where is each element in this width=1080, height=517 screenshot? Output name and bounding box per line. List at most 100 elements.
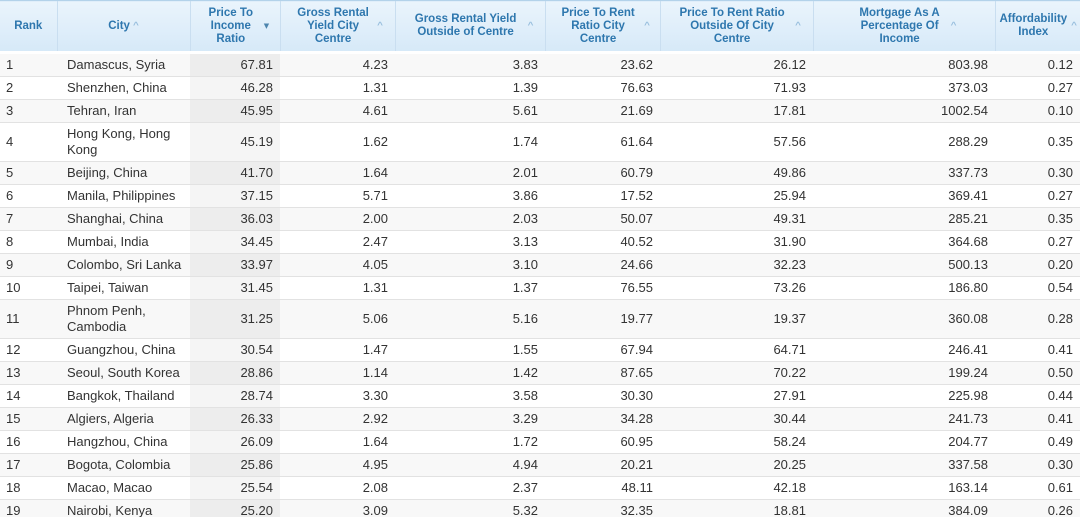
col-label-gross-rental-yield-outside-of-centre: Gross Rental Yield Outside of Centre: [414, 13, 517, 38]
sort-asc-icon: ^: [950, 20, 957, 31]
table-row: 9 Colombo, Sri Lanka 33.97 4.05 3.10 24.…: [0, 253, 1080, 277]
cell-price-to-income-ratio: 28.74: [190, 384, 280, 408]
col-header-price-to-rent-ratio-city-centre[interactable]: Price To Rent Ratio City Centre ^: [544, 0, 660, 54]
cell-mortgage-as-a-percentage-of-income: 199.24: [813, 361, 995, 385]
cell-affordability-index: 0.41: [995, 407, 1080, 431]
cell-price-to-rent-ratio-outside-of-city-centre: 19.37: [660, 299, 813, 339]
cell-gross-rental-yield-outside-of-centre: 5.16: [395, 299, 545, 339]
cell-mortgage-as-a-percentage-of-income: 241.73: [813, 407, 995, 431]
cell-mortgage-as-a-percentage-of-income: 373.03: [813, 76, 995, 100]
cell-rank: 2: [0, 76, 57, 100]
cell-rank: 8: [0, 230, 57, 254]
cell-price-to-rent-ratio-outside-of-city-centre: 32.23: [660, 253, 813, 277]
cell-price-to-income-ratio: 31.25: [190, 299, 280, 339]
cell-gross-rental-yield-outside-of-centre: 3.13: [395, 230, 545, 254]
cell-rank: 16: [0, 430, 57, 454]
cell-city: Hong Kong, Hong Kong: [57, 122, 190, 162]
cell-gross-rental-yield-outside-of-centre: 3.10: [395, 253, 545, 277]
cell-affordability-index: 0.27: [995, 230, 1080, 254]
cell-price-to-income-ratio: 28.86: [190, 361, 280, 385]
cell-affordability-index: 0.12: [995, 52, 1080, 77]
col-header-affordability-index[interactable]: Affordability Index ^: [994, 0, 1080, 54]
cell-price-to-rent-ratio-city-centre: 17.52: [545, 184, 660, 208]
cell-mortgage-as-a-percentage-of-income: 337.73: [813, 161, 995, 185]
col-label-gross-rental-yield-city-centre: Gross Rental Yield City Centre: [297, 6, 369, 45]
cell-price-to-rent-ratio-city-centre: 76.63: [545, 76, 660, 100]
cell-gross-rental-yield-outside-of-centre: 2.01: [395, 161, 545, 185]
col-header-rank[interactable]: Rank: [0, 0, 57, 54]
cell-rank: 11: [0, 299, 57, 339]
cell-gross-rental-yield-city-centre: 5.06: [280, 299, 395, 339]
sort-desc-icon: ▼: [263, 21, 270, 30]
cell-gross-rental-yield-outside-of-centre: 1.37: [395, 276, 545, 300]
cell-mortgage-as-a-percentage-of-income: 360.08: [813, 299, 995, 339]
cell-gross-rental-yield-city-centre: 1.64: [280, 161, 395, 185]
header-row: Rank City ^ Price To Income Ratio ▼ Gross …: [0, 0, 1080, 54]
sort-asc-icon: ^: [644, 20, 650, 31]
cell-gross-rental-yield-outside-of-centre: 4.94: [395, 453, 545, 477]
sort-asc-icon: ^: [527, 20, 534, 31]
cell-price-to-income-ratio: 25.20: [190, 499, 280, 517]
cell-price-to-rent-ratio-outside-of-city-centre: 42.18: [660, 476, 813, 500]
cell-price-to-income-ratio: 31.45: [190, 276, 280, 300]
cell-price-to-income-ratio: 34.45: [190, 230, 280, 254]
cell-gross-rental-yield-outside-of-centre: 1.74: [395, 122, 545, 162]
table-row: 15 Algiers, Algeria 26.33 2.92 3.29 34.2…: [0, 407, 1080, 431]
cell-gross-rental-yield-city-centre: 4.61: [280, 99, 395, 123]
cell-rank: 15: [0, 407, 57, 431]
cell-price-to-income-ratio: 67.81: [190, 52, 280, 77]
cell-rank: 14: [0, 384, 57, 408]
cell-price-to-rent-ratio-city-centre: 21.69: [545, 99, 660, 123]
table-row: 11 Phnom Penh, Cambodia 31.25 5.06 5.16 …: [0, 299, 1080, 339]
cell-gross-rental-yield-outside-of-centre: 1.55: [395, 338, 545, 362]
cell-price-to-rent-ratio-outside-of-city-centre: 49.31: [660, 207, 813, 231]
table-row: 5 Beijing, China 41.70 1.64 2.01 60.79 4…: [0, 161, 1080, 185]
cell-price-to-rent-ratio-outside-of-city-centre: 70.22: [660, 361, 813, 385]
sort-asc-icon: ^: [1071, 20, 1077, 31]
col-header-gross-rental-yield-city-centre[interactable]: Gross Rental Yield City Centre ^: [279, 0, 395, 54]
sort-asc-icon: ^: [377, 20, 383, 31]
cell-price-to-rent-ratio-outside-of-city-centre: 20.25: [660, 453, 813, 477]
cell-price-to-rent-ratio-city-centre: 32.35: [545, 499, 660, 517]
cell-affordability-index: 0.20: [995, 253, 1080, 277]
cell-city: Taipei, Taiwan: [57, 276, 190, 300]
cell-mortgage-as-a-percentage-of-income: 225.98: [813, 384, 995, 408]
sort-asc-icon: ^: [795, 20, 801, 31]
cell-mortgage-as-a-percentage-of-income: 500.13: [813, 253, 995, 277]
table-row: 7 Shanghai, China 36.03 2.00 2.03 50.07 …: [0, 207, 1080, 231]
col-label-rank: Rank: [14, 19, 43, 32]
cell-city: Nairobi, Kenya: [57, 499, 190, 517]
cell-price-to-income-ratio: 45.19: [190, 122, 280, 162]
cell-city: Hangzhou, China: [57, 430, 190, 454]
cell-mortgage-as-a-percentage-of-income: 186.80: [813, 276, 995, 300]
table-row: 2 Shenzhen, China 46.28 1.31 1.39 76.63 …: [0, 76, 1080, 100]
cell-affordability-index: 0.26: [995, 499, 1080, 517]
col-header-city[interactable]: City ^: [56, 0, 190, 54]
cell-gross-rental-yield-city-centre: 2.47: [280, 230, 395, 254]
cell-price-to-rent-ratio-outside-of-city-centre: 64.71: [660, 338, 813, 362]
cell-city: Macao, Macao: [57, 476, 190, 500]
cell-price-to-rent-ratio-city-centre: 19.77: [545, 299, 660, 339]
cell-gross-rental-yield-outside-of-centre: 5.32: [395, 499, 545, 517]
cell-gross-rental-yield-outside-of-centre: 3.58: [395, 384, 545, 408]
cell-rank: 13: [0, 361, 57, 385]
col-header-price-to-income-ratio[interactable]: Price To Income Ratio ▼: [189, 0, 280, 54]
cell-affordability-index: 0.49: [995, 430, 1080, 454]
cell-price-to-income-ratio: 30.54: [190, 338, 280, 362]
sort-asc-icon: ^: [132, 20, 139, 31]
cell-affordability-index: 0.41: [995, 338, 1080, 362]
cell-city: Shenzhen, China: [57, 76, 190, 100]
table-row: 1 Damascus, Syria 67.81 4.23 3.83 23.62 …: [0, 52, 1080, 77]
col-label-affordability-index: Affordability Index: [999, 13, 1068, 38]
cell-price-to-rent-ratio-city-centre: 40.52: [545, 230, 660, 254]
table-row: 16 Hangzhou, China 26.09 1.64 1.72 60.95…: [0, 430, 1080, 454]
cell-city: Manila, Philippines: [57, 184, 190, 208]
cell-gross-rental-yield-city-centre: 4.23: [280, 52, 395, 77]
col-header-price-to-rent-ratio-outside-of-city-centre[interactable]: Price To Rent Ratio Outside Of City Cent…: [659, 0, 813, 54]
col-header-gross-rental-yield-outside-of-centre[interactable]: Gross Rental Yield Outside of Centre ^: [394, 0, 545, 54]
cell-gross-rental-yield-outside-of-centre: 1.42: [395, 361, 545, 385]
cell-rank: 18: [0, 476, 57, 500]
col-header-mortgage-as-a-percentage-of-income[interactable]: Mortgage As A Percentage Of Income ^: [812, 0, 995, 54]
cell-rank: 19: [0, 499, 57, 517]
cell-city: Guangzhou, China: [57, 338, 190, 362]
